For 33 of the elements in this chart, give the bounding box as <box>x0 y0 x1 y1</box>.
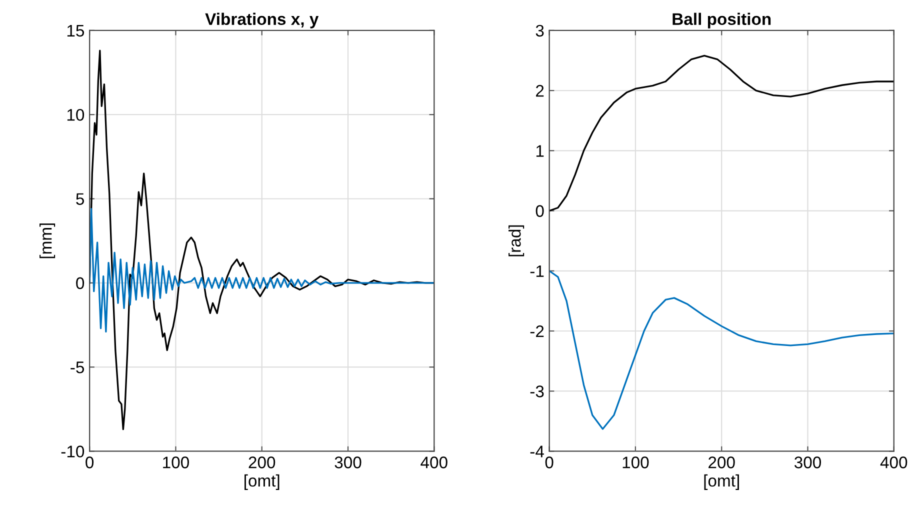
x-axis-title: [omt] <box>704 474 739 490</box>
y-tick-label: 3 <box>536 24 544 37</box>
y-axis-title: [mm] <box>40 224 56 258</box>
x-tick-label: 300 <box>794 456 821 468</box>
x-tick-label: 200 <box>708 456 735 468</box>
line-series <box>549 54 894 212</box>
x-tick-label: 400 <box>420 456 448 468</box>
y-tick-label: 15 <box>67 24 84 37</box>
y-tick-label: 2 <box>536 84 544 97</box>
x-tick-label: 0 <box>545 456 554 468</box>
chart-title: Vibrations x, y <box>205 12 319 28</box>
y-tick-label: -4 <box>530 446 544 458</box>
line-series <box>549 270 894 430</box>
y-tick-label: 0 <box>76 277 84 290</box>
y-tick-label: -2 <box>530 325 544 338</box>
y-tick-label: -1 <box>530 265 544 277</box>
x-tick-label: 400 <box>880 456 908 468</box>
x-axis-title: [omt] <box>244 474 280 490</box>
y-axis-title: [rad] <box>508 225 524 256</box>
y-tick-label: 0 <box>536 205 544 217</box>
chart-title: Ball position <box>672 12 771 28</box>
y-tick-label: -3 <box>530 386 544 398</box>
y-tick-label: 10 <box>67 108 84 121</box>
x-tick-label: 200 <box>248 456 276 468</box>
x-tick-label: 300 <box>334 456 362 468</box>
y-tick-label: -5 <box>70 362 84 374</box>
y-tick-label: 1 <box>536 145 544 157</box>
x-tick-label: 0 <box>86 456 94 468</box>
x-tick-label: 100 <box>163 456 189 468</box>
x-tick-label: 100 <box>622 456 649 468</box>
line-series <box>90 208 434 333</box>
y-tick-label: -10 <box>61 446 84 458</box>
y-tick-label: 5 <box>76 193 84 205</box>
